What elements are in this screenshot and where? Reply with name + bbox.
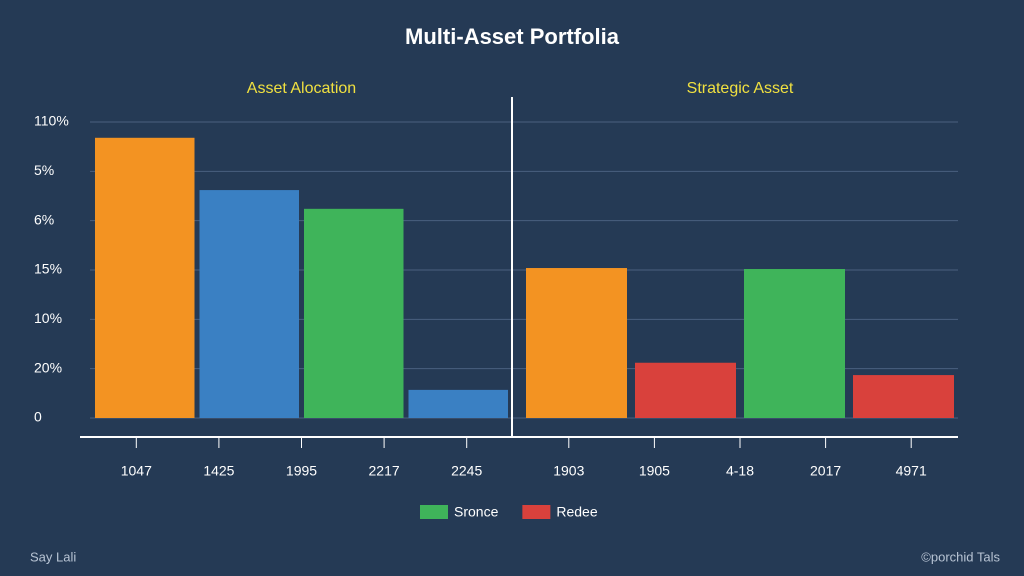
- bar: [744, 269, 845, 418]
- y-tick-label: 20%: [34, 359, 62, 375]
- legend-swatch: [522, 505, 551, 519]
- chart-title: Multi-Asset Portfolia: [405, 24, 620, 49]
- x-tick-label: 1905: [639, 463, 670, 479]
- bar: [853, 375, 954, 418]
- x-tick-label: 2017: [810, 463, 841, 479]
- bar: [635, 362, 736, 418]
- bar: [408, 389, 508, 418]
- panel-title: Strategic Asset: [687, 80, 794, 97]
- x-tick-label: 4-18: [726, 463, 754, 479]
- y-tick-label: 5%: [34, 162, 54, 178]
- bar: [304, 208, 404, 418]
- x-tick-label: 1047: [121, 463, 152, 479]
- x-tick-label: 1995: [286, 463, 317, 479]
- x-tick-label: 2245: [451, 463, 482, 479]
- legend-swatch: [420, 505, 448, 519]
- y-tick-label: 10%: [34, 310, 62, 326]
- footer-left: Say Lali: [30, 549, 76, 564]
- y-tick-label: 110%: [34, 113, 69, 129]
- y-tick-label: 15%: [34, 261, 62, 277]
- bar: [95, 137, 195, 418]
- legend-label: Sronce: [454, 504, 499, 520]
- x-tick-label: 1903: [553, 463, 584, 479]
- panel-title: Asset Alocation: [247, 80, 356, 97]
- y-tick-label: 0: [34, 409, 42, 425]
- y-tick-label: 6%: [34, 211, 54, 227]
- legend-label: Redee: [556, 504, 597, 520]
- x-tick-label: 1425: [203, 463, 234, 479]
- bar: [199, 190, 299, 418]
- bar: [526, 268, 627, 418]
- x-tick-label: 4971: [896, 463, 927, 479]
- x-tick-label: 2217: [369, 463, 400, 479]
- footer-right: ©porchid Tals: [921, 549, 1000, 564]
